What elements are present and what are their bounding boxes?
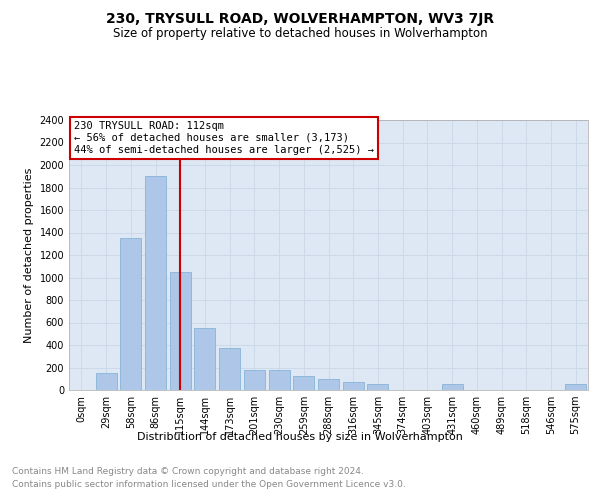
Text: Contains public sector information licensed under the Open Government Licence v3: Contains public sector information licen…	[12, 480, 406, 489]
Bar	[442, 384, 463, 390]
Bar	[318, 379, 339, 390]
Bar	[120, 238, 141, 390]
Text: Contains HM Land Registry data © Crown copyright and database right 2024.: Contains HM Land Registry data © Crown c…	[12, 468, 364, 476]
Y-axis label: Number of detached properties: Number of detached properties	[24, 168, 34, 342]
Bar	[219, 348, 240, 390]
Bar	[293, 376, 314, 390]
Bar	[145, 176, 166, 390]
Bar	[343, 382, 364, 390]
Bar	[244, 370, 265, 390]
Bar	[269, 370, 290, 390]
Bar	[367, 384, 388, 390]
Text: 230, TRYSULL ROAD, WOLVERHAMPTON, WV3 7JR: 230, TRYSULL ROAD, WOLVERHAMPTON, WV3 7J…	[106, 12, 494, 26]
Bar	[194, 328, 215, 390]
Bar	[565, 384, 586, 390]
Text: 230 TRYSULL ROAD: 112sqm
← 56% of detached houses are smaller (3,173)
44% of sem: 230 TRYSULL ROAD: 112sqm ← 56% of detach…	[74, 122, 374, 154]
Bar	[95, 373, 116, 390]
Bar	[170, 272, 191, 390]
Text: Size of property relative to detached houses in Wolverhampton: Size of property relative to detached ho…	[113, 28, 487, 40]
Text: Distribution of detached houses by size in Wolverhampton: Distribution of detached houses by size …	[137, 432, 463, 442]
